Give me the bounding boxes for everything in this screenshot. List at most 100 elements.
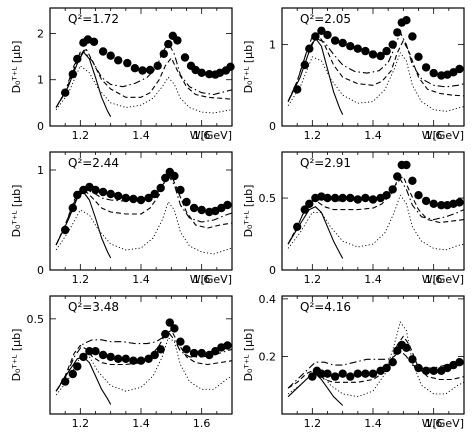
series-line-dotted — [287, 194, 465, 251]
data-point — [150, 350, 159, 360]
data-point — [170, 171, 179, 181]
x-tick-label: 1.6 — [425, 273, 443, 286]
data-point — [114, 56, 123, 65]
y-axis-label: D₀ᵀ⁺ᴸ [μb] — [10, 329, 23, 382]
data-point — [180, 53, 190, 62]
chart-panel-3: 1.2 1.4 1.6 0 1 D₀ᵀ⁺ᴸ [μb] W[GeV] Q²=2.44 — [10, 151, 233, 286]
data-point — [330, 36, 340, 45]
data-point — [114, 354, 123, 363]
data-point — [205, 350, 214, 360]
data-point — [91, 347, 100, 356]
x-tick-label: 1.2 — [304, 417, 322, 430]
data-point — [197, 205, 206, 215]
data-point — [130, 63, 140, 73]
data-point — [455, 64, 464, 74]
series-line-dotted — [55, 337, 233, 396]
data-point — [408, 32, 417, 41]
series-line-dashed — [287, 175, 465, 245]
data-point — [223, 200, 232, 210]
data-point — [123, 58, 132, 68]
series-line-solid-thin — [55, 191, 112, 259]
chart-panel-2: 1.2 1.4 1.6 0 1 D₀ᵀ⁺ᴸ [μb] W[GeV] Q²=2.05 — [242, 7, 465, 142]
series-line-dashed — [55, 174, 233, 246]
series-line-dashed — [55, 329, 233, 392]
data-point — [382, 46, 391, 56]
chart-panel-4: 1.2 1.4 1.6 0 0.5 D₀ᵀ⁺ᴸ [μb] W[GeV] Q²=2.91 — [242, 151, 465, 286]
data-point — [182, 197, 191, 207]
data-point — [429, 68, 438, 78]
panel-title: Q²=3.48 — [68, 300, 119, 314]
x-tick-label: 1.2 — [304, 273, 322, 286]
data-point — [73, 362, 82, 371]
data-point — [317, 369, 326, 378]
data-point — [161, 173, 170, 183]
series-line-dotted — [287, 52, 465, 112]
data-point — [330, 372, 340, 381]
data-point — [138, 66, 147, 75]
y-tick-label: 1 — [269, 39, 276, 52]
y-axis-label: D₀ᵀ⁺ᴸ [μb] — [10, 185, 23, 238]
y-tick-label: 0 — [269, 264, 276, 277]
x-tick-label: 1.4 — [364, 273, 382, 286]
data-point — [73, 190, 82, 200]
data-point — [182, 345, 191, 354]
data-point — [353, 44, 362, 53]
series-line-dash-dot — [287, 178, 465, 245]
series-line-dotted — [55, 201, 233, 255]
data-point — [73, 54, 82, 64]
x-tick-label: 1.6 — [193, 129, 211, 142]
data-point — [421, 366, 431, 375]
data-point — [145, 65, 155, 75]
data-point — [226, 62, 235, 71]
x-tick-label: 1.4 — [132, 273, 150, 286]
data-point — [223, 341, 232, 350]
y-axis-label: D₀ᵀ⁺ᴸ [μb] — [10, 41, 23, 94]
series-line-dashed — [287, 335, 465, 389]
data-point — [368, 50, 378, 59]
y-tick-label: 0 — [269, 120, 276, 133]
data-point — [338, 369, 347, 378]
data-point — [98, 187, 108, 197]
data-point — [388, 358, 397, 367]
data-point — [376, 51, 385, 61]
data-point — [361, 46, 370, 56]
data-point — [98, 47, 108, 56]
panel-title: Q²=4.16 — [300, 300, 351, 314]
chart-panel-6: 1.2 1.4 1.6 0.2 0.4 D₀ᵀ⁺ᴸ [μb] W[GeV] Q²=4.16 — [242, 293, 465, 430]
data-point — [170, 324, 179, 333]
x-axis-label: W[GeV] — [190, 273, 232, 286]
x-axis-label: W[GeV] — [422, 417, 464, 430]
data-point — [346, 42, 355, 51]
series-line-dash-dot — [55, 174, 233, 246]
data-point — [114, 191, 123, 201]
series-line-dash-dot — [287, 350, 464, 389]
data-point — [205, 70, 214, 79]
data-point — [136, 356, 146, 365]
data-point — [346, 372, 355, 381]
y-axis-label: D₀ᵀ⁺ᴸ [μb] — [242, 329, 255, 382]
data-point — [197, 68, 206, 78]
x-axis-label: W[GeV] — [422, 273, 464, 286]
data-point — [393, 346, 402, 355]
series-line-dash-dot — [287, 31, 465, 102]
data-point — [323, 193, 332, 203]
data-point — [402, 343, 411, 352]
y-tick-label: 0.2 — [259, 350, 277, 363]
data-point — [437, 201, 446, 210]
data-point — [164, 39, 173, 49]
panel-title: Q²=2.05 — [300, 12, 351, 26]
data-point — [323, 369, 332, 378]
series-line-solid-thin — [287, 37, 344, 115]
data-point — [429, 199, 438, 208]
chart-panel-5: 1.2 1.4 1.6 0.5 D₀ᵀ⁺ᴸ [μb] Q²=3.48 — [10, 295, 233, 430]
data-point — [300, 205, 309, 214]
data-point — [338, 38, 347, 48]
data-point — [346, 193, 355, 203]
data-point — [421, 63, 431, 72]
x-tick-label: 1.4 — [132, 417, 150, 430]
data-point — [173, 36, 182, 45]
data-point — [317, 26, 326, 35]
data-point — [421, 196, 431, 206]
panel-title: Q²=2.91 — [300, 156, 351, 170]
